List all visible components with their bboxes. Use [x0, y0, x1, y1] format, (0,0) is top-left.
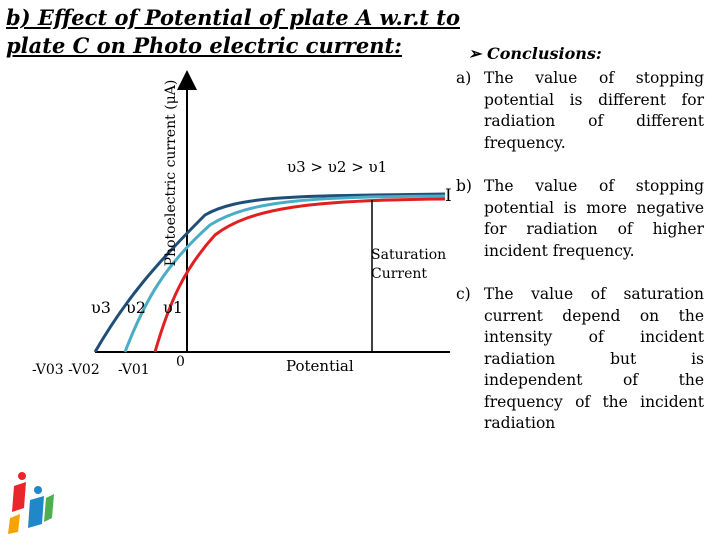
stopping-potential-v01: -V01	[118, 362, 150, 378]
origin-label: 0	[176, 354, 185, 370]
curve-label-v2: υ2	[126, 298, 146, 317]
saturation-current-symbol: I	[445, 186, 452, 206]
curve-label-v1: υ1	[163, 298, 183, 317]
curve-v2	[123, 194, 446, 353]
conclusion-a-text: The value of stopping potential is diffe…	[484, 69, 704, 152]
stopping-potential-v03-v02: -V03 -V02	[32, 362, 100, 378]
slide-title: b) Effect of Potential of plate A w.r.t …	[6, 5, 460, 58]
frequency-order-label: υ3 > υ2 > υ1	[287, 158, 388, 176]
conclusion-b: b) The value of stopping potential is mo…	[456, 176, 704, 262]
conclusion-a: a) The value of stopping potential is di…	[456, 68, 704, 154]
conclusion-a-letter: a)	[456, 69, 472, 87]
conclusion-b-letter: b)	[456, 177, 472, 195]
curve-label-v3: υ3	[91, 298, 111, 317]
x-axis-label: Potential	[286, 357, 354, 375]
curve-v3	[93, 192, 446, 353]
y-axis-label: Photoelectric current (μA)	[163, 79, 179, 267]
saturation-current-label: Saturation Current	[371, 247, 447, 282]
conclusion-b-text: The value of stopping potential is more …	[484, 177, 704, 260]
conclusions-heading: ➢ Conclusions:	[468, 44, 602, 63]
curve-v1	[153, 197, 446, 353]
logo-icon	[8, 472, 54, 534]
conclusion-c-text: The value of saturation current depend o…	[484, 285, 704, 432]
arrow-bullet-icon: ➢	[468, 44, 482, 63]
conclusion-c-letter: c)	[456, 285, 471, 303]
conclusion-c: c) The value of saturation current depen…	[456, 284, 704, 435]
